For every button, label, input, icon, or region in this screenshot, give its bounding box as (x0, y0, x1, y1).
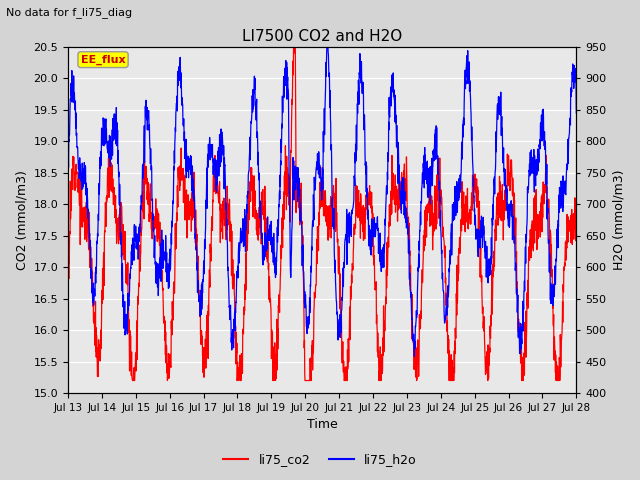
Y-axis label: H2O (mmol/m3): H2O (mmol/m3) (612, 170, 625, 270)
Text: No data for f_li75_diag: No data for f_li75_diag (6, 7, 132, 18)
Title: LI7500 CO2 and H2O: LI7500 CO2 and H2O (242, 29, 403, 44)
Y-axis label: CO2 (mmol/m3): CO2 (mmol/m3) (15, 170, 28, 270)
X-axis label: Time: Time (307, 419, 337, 432)
Text: EE_flux: EE_flux (81, 55, 125, 65)
Legend: li75_co2, li75_h2o: li75_co2, li75_h2o (218, 448, 422, 471)
